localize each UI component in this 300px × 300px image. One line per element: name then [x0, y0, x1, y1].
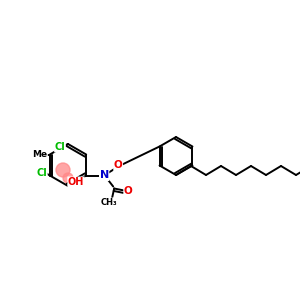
Text: O: O: [124, 185, 133, 196]
Text: N: N: [100, 170, 109, 181]
Text: Cl: Cl: [55, 142, 65, 152]
Text: OH: OH: [68, 177, 84, 187]
Circle shape: [63, 173, 73, 183]
Text: CH₃: CH₃: [101, 198, 118, 207]
Text: Cl: Cl: [36, 169, 47, 178]
Text: O: O: [114, 160, 123, 170]
Circle shape: [56, 163, 70, 177]
Text: Me: Me: [32, 150, 47, 159]
